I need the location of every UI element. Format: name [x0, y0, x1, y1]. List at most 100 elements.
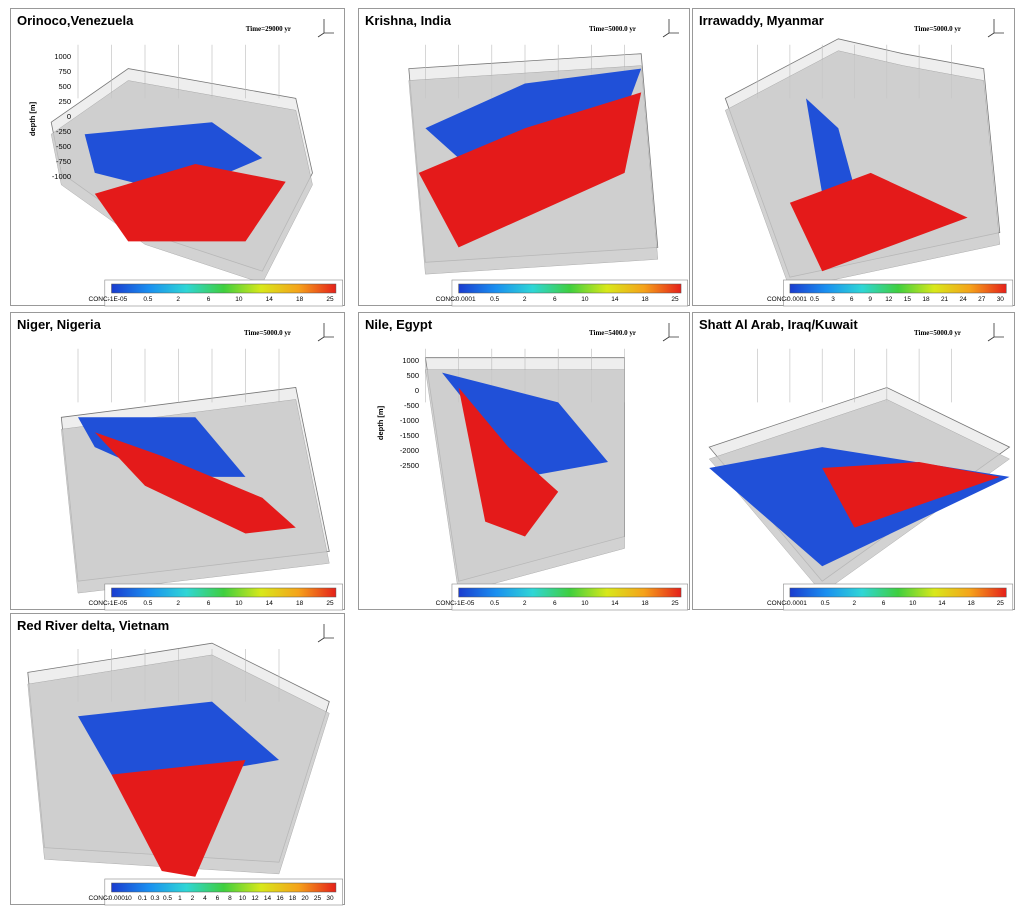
colorbar	[458, 587, 682, 598]
colorbar-label: 0.5	[163, 895, 172, 902]
colorbar-label: 18	[289, 895, 297, 902]
colorbar-label: 14	[264, 895, 272, 902]
salt-zone	[94, 432, 296, 534]
colorbar-label: 30	[997, 296, 1005, 303]
colorbar-label: 18	[296, 296, 304, 303]
colorbar-label: 10	[235, 600, 243, 607]
colorbar-label: 2	[176, 600, 180, 607]
colorbar-label: 16	[276, 895, 284, 902]
panel: Irrawaddy, Myanmar Time=5000.0 yr CONC: -0.…	[692, 8, 1015, 307]
fresh-zone	[78, 417, 246, 477]
colorbar-title: CONC:	[89, 296, 110, 303]
fresh-zone	[442, 372, 608, 477]
colorbar-title: CONC:	[436, 600, 457, 607]
salt-zone	[418, 92, 642, 248]
axis-label: depth [m]	[28, 101, 37, 136]
colorbar-label: 12	[251, 895, 259, 902]
colorbar-label: 6	[882, 600, 886, 607]
colorbar-label: 25	[326, 296, 334, 303]
colorbar-label: 6	[207, 600, 211, 607]
axis-tick-label: 0	[415, 386, 419, 395]
fresh-zone	[806, 98, 855, 194]
axis-tick-label: 0	[67, 112, 71, 121]
colorbar-label: 2	[176, 296, 180, 303]
panel-graphic: Niger, Nigeria Time=5000.0 yr CONC:-1E-05 0…	[17, 317, 343, 611]
colorbar-label: 2	[191, 895, 195, 902]
colorbar-label: 6	[850, 296, 854, 303]
colorbar-label: 0.5	[490, 296, 499, 303]
colorbar-label: 0.1	[138, 895, 147, 902]
colorbar-label: 12	[885, 296, 893, 303]
colorbar-label: 6	[553, 296, 557, 303]
colorbar-label: 0.5	[821, 600, 830, 607]
colorbar-label: 3	[831, 296, 835, 303]
colorbar-label: -0.0001	[785, 600, 807, 607]
colorbar-title: CONC:	[89, 600, 110, 607]
colorbar-label: 0.5	[143, 600, 152, 607]
panel-title: Orinoco,Venezuela	[17, 13, 134, 28]
axes-icon	[662, 323, 679, 342]
colorbar	[789, 587, 1007, 598]
colorbar-label: 25	[671, 600, 679, 607]
colorbar-label: 0.3	[150, 895, 159, 902]
colorbar	[458, 283, 682, 294]
axes-icon	[987, 19, 1004, 38]
axis-tick-label: -1000	[52, 172, 71, 181]
panel-title: Niger, Nigeria	[17, 317, 102, 332]
panel: Orinoco,Venezuela Time=29000 yr 1000 750 500…	[10, 8, 345, 307]
colorbar-label: 18	[641, 296, 649, 303]
panel: Niger, Nigeria Time=5000.0 yr CONC: -1E-05 0…	[10, 312, 345, 611]
axis-tick-label: 500	[58, 82, 71, 91]
panel-graphic: Nile, Egypt Time=5400.0 yr 1000 500 0 -500 -10…	[365, 317, 688, 611]
colorbar-label: 0.5	[810, 296, 819, 303]
colorbar-label: 30	[326, 895, 334, 902]
colorbar-label: -0.0001	[454, 296, 476, 303]
fresh-zone	[425, 68, 642, 158]
panel-graphic: Orinoco,Venezuela Time=29000 yr 1000 750 500…	[17, 13, 343, 307]
axis-tick-label: -2000	[400, 446, 419, 455]
axis-tick-label: -250	[56, 127, 71, 136]
panel-title: Nile, Egypt	[365, 317, 433, 332]
salt-zone	[94, 164, 286, 242]
colorbar-label: -1E-05	[108, 600, 128, 607]
colorbar-label: 14	[611, 296, 619, 303]
colorbar-label: 10	[581, 600, 589, 607]
colorbar-title: CONC:	[436, 296, 457, 303]
axis-tick-label: 250	[58, 97, 71, 106]
colorbar-label: 14	[938, 600, 946, 607]
axes-icon	[987, 323, 1004, 342]
salt-zone	[822, 462, 1000, 528]
colorbar-label: 10	[581, 296, 589, 303]
colorbar	[111, 283, 337, 294]
panel: Nile, Egypt Time=5400.0 yr 1000 500 0 -500 -10…	[358, 312, 690, 611]
colorbar-label: 8	[228, 895, 232, 902]
colorbar-label: 14	[266, 296, 274, 303]
panel-title: Red River delta, Vietnam	[17, 618, 169, 633]
colorbar-label: 25	[997, 600, 1005, 607]
colorbar-label: 18	[641, 600, 649, 607]
panel: Shatt Al Arab, Iraq/Kuwait Time=5000.0 yr…	[692, 312, 1015, 611]
axis-tick-label: -2500	[400, 461, 419, 470]
panel: Krishna, India Time=5000.0 yr CONC: -0.0001…	[358, 8, 690, 307]
axis-tick-label: -750	[56, 157, 71, 166]
panel-title: Krishna, India	[365, 13, 452, 28]
colorbar	[111, 587, 337, 598]
colorbar-label: 6	[553, 600, 557, 607]
time-label: Time=29000 yr	[246, 25, 291, 33]
axis-tick-label: -500	[404, 401, 419, 410]
colorbar-label: 14	[266, 600, 274, 607]
panel-graphic: Krishna, India Time=5000.0 yr CONC:-0.0001…	[365, 13, 688, 307]
axes-icon	[317, 624, 334, 643]
colorbar-label: 2	[523, 600, 527, 607]
axis-tick-label: -1500	[400, 431, 419, 440]
axis-tick-label: 750	[58, 67, 71, 76]
axis-tick-label: 1000	[402, 356, 419, 365]
colorbar-label: 18	[922, 296, 930, 303]
colorbar-label: 6	[207, 296, 211, 303]
colorbar-label: -0.0001	[785, 296, 807, 303]
colorbar-label: 18	[967, 600, 975, 607]
colorbar-label: 18	[296, 600, 304, 607]
axis-tick-label: -1000	[400, 416, 419, 425]
salt-zone	[111, 760, 246, 877]
